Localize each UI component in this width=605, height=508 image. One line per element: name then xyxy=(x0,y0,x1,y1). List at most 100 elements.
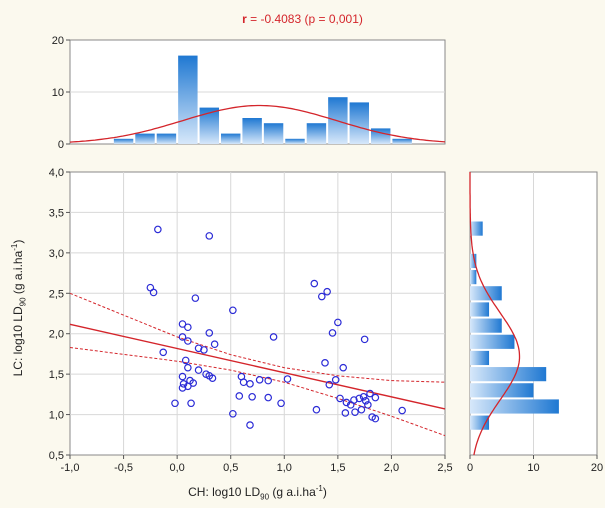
scatter-point xyxy=(154,225,162,234)
y-tick-label: 2,5 xyxy=(49,288,64,300)
right-histogram-bar xyxy=(470,383,534,398)
scatter-point xyxy=(246,421,254,429)
right-histogram-bar xyxy=(470,318,502,333)
right-normal-fit-curve xyxy=(469,172,521,456)
y-label-sup: -1 xyxy=(10,243,19,251)
scatter-point xyxy=(229,409,237,418)
scatter-point xyxy=(178,320,187,328)
top-y-tick-label: 20 xyxy=(52,35,64,47)
scatter-point xyxy=(310,279,319,288)
scatter-point xyxy=(184,382,192,391)
x-tick-label: 1,0 xyxy=(277,462,292,474)
scatter-point xyxy=(398,406,406,415)
scatter-grid xyxy=(70,172,445,455)
right-x-tick-label: 10 xyxy=(527,462,539,474)
right-histogram-bar xyxy=(470,286,502,301)
scatter-point xyxy=(359,392,368,401)
top-histogram-bar xyxy=(371,128,391,144)
top-histogram-bar xyxy=(242,118,262,144)
scatter-point xyxy=(361,397,370,405)
right-x-tick-label: 20 xyxy=(591,462,603,474)
top-histogram-bar xyxy=(306,123,327,144)
x-label-end: ) xyxy=(322,485,327,499)
scatter-point xyxy=(187,399,195,408)
scatter-point xyxy=(360,335,369,344)
y-tick-label: 1,0 xyxy=(49,410,64,422)
scatter-point xyxy=(194,344,203,353)
top-histogram-bar xyxy=(263,123,284,144)
right-histogram-bar xyxy=(470,302,490,317)
scatter-point xyxy=(357,405,366,414)
scatter-point xyxy=(184,363,192,372)
y-tick-label: 4,0 xyxy=(49,167,64,179)
scatter-point xyxy=(341,409,350,417)
scatter-x-ticks: -1,0 -0,5 0,0 0,5 1,0 1,5 2,0 2,5 xyxy=(61,455,453,474)
scatter-point xyxy=(179,380,188,388)
scatter-point xyxy=(149,288,158,297)
top-histogram-bar xyxy=(392,138,412,144)
top-histogram-bar xyxy=(285,138,305,144)
scatter-point xyxy=(364,401,372,409)
scatter-point xyxy=(351,408,359,416)
y-tick-label: 2,0 xyxy=(49,329,64,341)
scatter-point xyxy=(178,333,187,341)
y-label-end: ) xyxy=(11,239,25,244)
confidence-band-lower xyxy=(69,347,446,437)
scatter-point xyxy=(321,359,329,367)
top-histogram-y-ticks: 0 10 20 xyxy=(52,35,70,151)
top-histogram-bar xyxy=(178,55,198,144)
scatter-point xyxy=(210,340,219,349)
scatter-point xyxy=(246,380,254,388)
title-stat-value: = -0.4083 (p = 0,001) xyxy=(246,12,363,26)
top-histogram-bar xyxy=(221,133,241,144)
scatter-point xyxy=(366,389,374,398)
scatter-point xyxy=(317,292,326,301)
scatter-point xyxy=(178,372,187,381)
scatter-point xyxy=(159,348,168,357)
confidence-band-upper xyxy=(69,292,446,383)
right-histogram-bar xyxy=(470,350,490,366)
top-histogram-bar xyxy=(349,102,369,144)
y-axis-label: LC: log10 LD90 (g a.i.ha-1) xyxy=(10,208,27,408)
x-tick-label: 2,5 xyxy=(437,462,452,474)
scatter-point xyxy=(283,375,292,383)
top-normal-fit-curve xyxy=(69,104,446,143)
right-histogram-bar xyxy=(470,334,515,349)
scatter-point xyxy=(331,376,340,384)
scatter-point xyxy=(208,374,217,382)
y-tick-label: 0,5 xyxy=(49,450,64,462)
scatter-point xyxy=(205,329,214,337)
scatter-point xyxy=(328,329,337,337)
title-stat-name: r xyxy=(242,12,247,26)
x-label-sup: -1 xyxy=(315,484,323,493)
chart-title: r = -0.4083 (p = 0,001) xyxy=(0,12,605,26)
right-histogram-bars xyxy=(470,221,559,430)
regression-line xyxy=(69,323,446,410)
top-histogram-bar xyxy=(113,138,134,144)
scatter-point xyxy=(248,392,256,401)
top-y-tick-label: 0 xyxy=(58,139,64,151)
scatter-point xyxy=(264,376,273,385)
y-label-text: LC: log10 LD xyxy=(11,306,25,377)
right-histogram-bar xyxy=(470,270,477,285)
scatter-point xyxy=(342,398,351,407)
scatter-point xyxy=(339,363,348,372)
right-histogram-bar xyxy=(470,367,547,382)
y-tick-label: 1,5 xyxy=(49,369,64,381)
scatter-point xyxy=(189,379,198,387)
scatter-point xyxy=(235,392,244,400)
scatter-point xyxy=(229,306,237,315)
scatter-point xyxy=(181,356,190,365)
scatter-point xyxy=(255,376,264,384)
right-x-tick-label: 0 xyxy=(467,462,473,474)
x-label-unit: (g a.i.ha xyxy=(269,485,316,499)
x-tick-label: 0,0 xyxy=(169,462,184,474)
right-histogram-bar xyxy=(470,253,477,269)
x-label-sub: 90 xyxy=(260,492,270,502)
right-histogram-x-ticks: 0 10 20 xyxy=(467,455,603,474)
scatter-y-ticks: 0,5 1,0 1,5 2,0 2,5 3,0 3,5 4,0 xyxy=(49,167,70,462)
right-histogram-bar xyxy=(470,221,483,236)
scatter-point xyxy=(325,380,334,389)
